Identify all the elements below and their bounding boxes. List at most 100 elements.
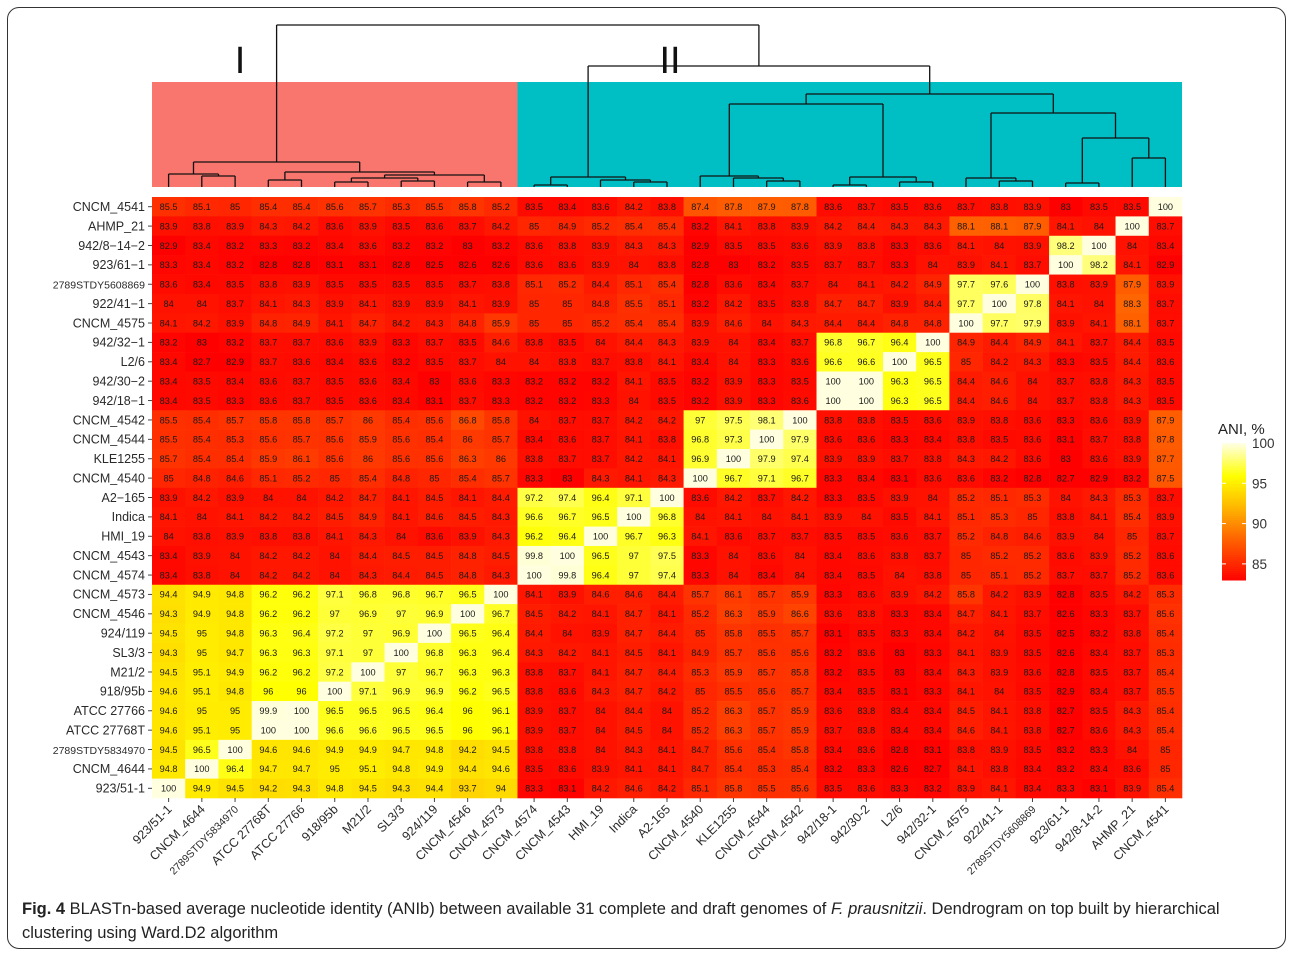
heatmap-cell xyxy=(384,352,419,372)
cell-value: 95.1 xyxy=(359,764,377,774)
cell-value: 85 xyxy=(529,318,539,328)
heatmap-cell xyxy=(816,429,851,450)
heatmap-cell xyxy=(484,429,518,450)
cell-value: 84.7 xyxy=(824,299,842,309)
cell-value: 84.7 xyxy=(857,299,875,309)
cluster-label-2: II xyxy=(659,40,680,82)
cell-value: 85 xyxy=(163,473,173,483)
cell-value: 86 xyxy=(463,435,473,445)
cell-value: 97.4 xyxy=(791,454,809,464)
cell-value: 83.5 xyxy=(558,338,576,348)
cell-value: 83.9 xyxy=(1090,280,1108,290)
cell-value: 100 xyxy=(1025,280,1040,290)
cell-value: 83.6 xyxy=(758,551,776,561)
heatmap-cell xyxy=(351,313,385,334)
heatmap-cell xyxy=(617,352,651,372)
heatmap-cell xyxy=(949,681,983,702)
legend-gradient-step xyxy=(1222,470,1246,474)
heatmap-cell xyxy=(351,604,385,624)
cell-value: 83.9 xyxy=(592,241,610,251)
cell-value: 83.1 xyxy=(924,745,942,755)
heatmap-cell xyxy=(417,390,452,411)
cell-value: 83.4 xyxy=(758,280,776,290)
cell-value: 82.6 xyxy=(459,260,477,270)
heatmap-cell xyxy=(849,720,884,741)
cell-value: 86.8 xyxy=(459,415,477,425)
cell-value: 85.6 xyxy=(1156,609,1174,619)
heatmap-cell xyxy=(318,274,352,295)
heatmap-cell xyxy=(484,778,518,799)
heatmap-cell xyxy=(650,584,684,605)
heatmap-cell xyxy=(484,565,518,586)
cell-value: 84.1 xyxy=(957,648,975,658)
cell-value: 85.6 xyxy=(725,745,743,755)
heatmap-cell xyxy=(849,507,884,527)
heatmap-cell xyxy=(1148,429,1183,450)
cell-value: 85.4 xyxy=(1156,725,1174,735)
legend-gradient-step xyxy=(1222,518,1246,522)
cell-value: 83.5 xyxy=(658,396,676,406)
cell-value: 96.5 xyxy=(392,725,410,735)
cell-value: 83.4 xyxy=(326,241,344,251)
heatmap-cell xyxy=(1049,274,1083,295)
heatmap-cell xyxy=(1115,604,1150,624)
cell-value: 84.6 xyxy=(492,338,510,348)
heatmap-cell xyxy=(650,778,684,799)
heatmap-cell xyxy=(550,293,585,314)
heatmap-cell xyxy=(750,352,784,372)
cell-value: 84.1 xyxy=(990,784,1008,794)
cell-value: 85.4 xyxy=(459,473,477,483)
heatmap-cell xyxy=(251,642,286,663)
heatmap-cell xyxy=(1015,235,1050,256)
heatmap-cell xyxy=(251,662,286,682)
heatmap-cell xyxy=(816,352,851,372)
cell-value: 96.8 xyxy=(824,338,842,348)
heatmap-cell xyxy=(284,565,319,586)
cell-value: 84.4 xyxy=(625,706,643,716)
cell-value: 83.7 xyxy=(758,532,776,542)
heatmap-cell xyxy=(218,507,252,527)
heatmap-cell xyxy=(683,352,718,372)
heatmap-cell xyxy=(849,255,884,275)
legend-gradient-step xyxy=(1222,557,1246,560)
caption-text-2: . Dendrogram on top built by hierarchica… xyxy=(22,900,1220,942)
cell-value: 85 xyxy=(429,473,439,483)
heatmap-cell xyxy=(1148,410,1183,430)
heatmap-cell xyxy=(982,235,1017,256)
cell-value: 83.2 xyxy=(392,241,410,251)
cell-value: 83.4 xyxy=(891,706,909,716)
heatmap-cell xyxy=(982,720,1017,741)
heatmap-cell xyxy=(451,778,485,799)
cell-value: 83.2 xyxy=(990,473,1008,483)
cell-value: 83.2 xyxy=(691,221,709,231)
legend-gradient-step xyxy=(1222,463,1246,467)
heatmap-cell xyxy=(1115,681,1150,702)
cell-value: 85.8 xyxy=(259,415,277,425)
cell-value: 87.9 xyxy=(758,202,776,212)
heatmap-cell xyxy=(1148,565,1183,586)
heatmap-cell xyxy=(152,235,186,256)
cell-value: 85.5 xyxy=(725,687,743,697)
heatmap-cell xyxy=(583,468,618,489)
heatmap-cell xyxy=(417,216,452,237)
heatmap-cell xyxy=(152,565,186,586)
cell-value: 84.3 xyxy=(525,648,543,658)
heatmap-cell xyxy=(550,642,585,663)
cell-value: 83.2 xyxy=(924,784,942,794)
cell-value: 98.1 xyxy=(758,415,776,425)
cell-value: 83.3 xyxy=(392,338,410,348)
heatmap-cell xyxy=(417,449,452,469)
cell-value: 83.8 xyxy=(857,241,875,251)
heatmap-cell xyxy=(251,623,286,644)
heatmap-cell xyxy=(716,545,751,566)
heatmap-cell xyxy=(185,449,219,469)
heatmap-cell xyxy=(1015,623,1050,644)
cell-value: 84.2 xyxy=(259,551,277,561)
cell-value: 83.7 xyxy=(924,551,942,561)
cell-value: 100 xyxy=(892,357,907,367)
heatmap-cell xyxy=(484,449,518,469)
cell-value: 83.2 xyxy=(592,376,610,386)
heatmap-cell xyxy=(384,681,419,702)
cell-value: 85.8 xyxy=(957,590,975,600)
cell-value: 85.4 xyxy=(1156,784,1174,794)
